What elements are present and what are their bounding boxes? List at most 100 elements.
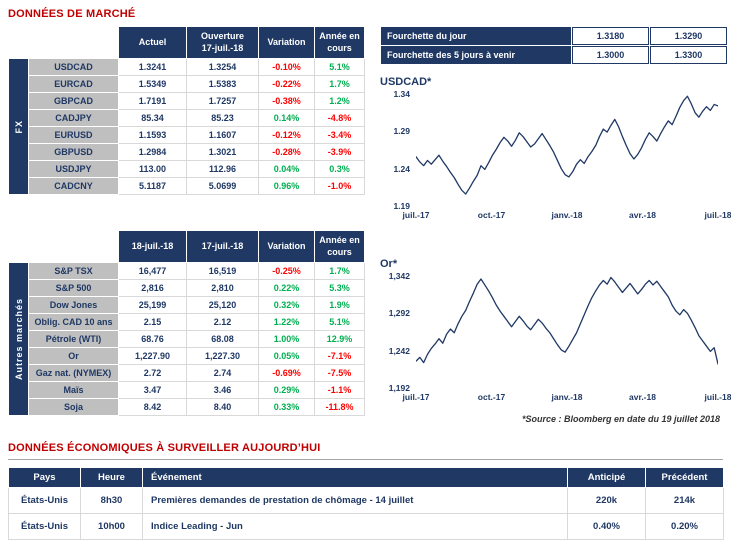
value-ytd: 1.7%: [314, 262, 365, 280]
econ-expected: 0.40%: [567, 513, 646, 540]
gold-chart: Or* 1,342 1,292 1,242 1,192 juil.-17 oct…: [380, 258, 731, 402]
value-open: 16,519: [186, 262, 259, 280]
value-actual: 1.2984: [118, 143, 187, 161]
x-tick: janv.-18: [551, 210, 583, 220]
value-variation: -0.38%: [258, 92, 315, 110]
row-label: S&P 500: [28, 279, 119, 297]
y-axis-labels: 1,342 1,292 1,242 1,192: [380, 272, 416, 392]
table-row: EURUSD 1.1593 1.1607 -0.12% -3.4%: [9, 126, 365, 144]
chart-title: Or*: [380, 258, 398, 270]
table-row: S&P 500 2,816 2,810 0.22% 5.3%: [9, 279, 365, 297]
x-axis-labels: juil.-17 oct.-17 janv.-18 avr.-18 juil.-…: [403, 210, 731, 224]
y-tick: 1,242: [388, 345, 410, 356]
value-ytd: -1.1%: [314, 381, 365, 399]
table-row: EURCAD 1.5349 1.5383 -0.22% 1.7%: [9, 75, 365, 93]
value-variation: -0.69%: [258, 364, 315, 382]
row-label: CADCNY: [28, 177, 119, 195]
value-open: 1.3021: [186, 143, 259, 161]
value-open: 5.0699: [186, 177, 259, 195]
fx-table: Actuel Ouverture 17-juil.-18 Variation An…: [8, 26, 365, 195]
value-actual: 16,477: [118, 262, 187, 280]
value-variation: 1.00%: [258, 330, 315, 348]
table-row: CADCNY 5.1187 5.0699 0.96% -1.0%: [9, 177, 365, 195]
value-ytd: 1.7%: [314, 75, 365, 93]
markets-header-ytd: Année en cours: [314, 230, 365, 263]
value-variation: -0.10%: [258, 58, 315, 76]
markets-header-blank: [9, 231, 119, 263]
value-variation: 0.33%: [258, 398, 315, 416]
value-variation: 0.04%: [258, 160, 315, 178]
range-high: 1.3300: [650, 46, 727, 64]
x-tick: janv.-18: [551, 392, 583, 402]
plot-area: juil.-17 oct.-17 janv.-18 avr.-18 juil.-…: [403, 94, 731, 220]
table-row: États-Unis 8h30 Premières demandes de pr…: [8, 487, 724, 514]
x-tick: oct.-17: [477, 392, 506, 402]
value-open: 2.74: [186, 364, 259, 382]
line-chart: [416, 95, 718, 195]
value-open: 25,120: [186, 296, 259, 314]
value-actual: 5.1187: [118, 177, 187, 195]
value-variation: 0.29%: [258, 381, 315, 399]
value-actual: 2.72: [118, 364, 187, 382]
value-variation: -0.28%: [258, 143, 315, 161]
value-variation: 0.14%: [258, 109, 315, 127]
value-actual: 1.3241: [118, 58, 187, 76]
range-row: Fourchette du jour 1.3180 1.3290: [381, 27, 727, 45]
row-label: EURUSD: [28, 126, 119, 144]
row-label: GBPUSD: [28, 143, 119, 161]
y-axis-labels: 1.34 1.29 1.24 1.19: [380, 90, 416, 210]
markets-header-ytd-line1: Année en: [319, 235, 360, 246]
value-ytd: -4.8%: [314, 109, 365, 127]
value-variation: 0.05%: [258, 347, 315, 365]
value-actual: 85.34: [118, 109, 187, 127]
value-variation: -0.22%: [258, 75, 315, 93]
econ-country: États-Unis: [8, 487, 81, 514]
market-data-heading: DONNÉES DE MARCHÉ: [8, 8, 136, 20]
value-ytd: 5.1%: [314, 313, 365, 331]
markets-header-row: 18-juil.-18 17-juil.-18 Variation Année …: [9, 230, 365, 263]
value-ytd: -11.8%: [314, 398, 365, 416]
table-row: Oblig. CAD 10 ans 2.15 2.12 1.22% 5.1%: [9, 313, 365, 331]
fx-header-blank: [9, 27, 119, 59]
econ-heading: DONNÉES ÉCONOMIQUES À SURVEILLER AUJOURD…: [8, 442, 723, 460]
range-low: 1.3180: [572, 27, 649, 45]
markets-header-prev: 17-juil.-18: [186, 230, 259, 263]
value-open: 2,810: [186, 279, 259, 297]
markets-header-today: 18-juil.-18: [118, 230, 187, 263]
row-label: Soja: [28, 398, 119, 416]
range-row: Fourchette des 5 jours à venir 1.3000 1.…: [381, 46, 727, 64]
econ-header-time: Heure: [80, 467, 143, 488]
table-row: CADJPY 85.34 85.23 0.14% -4.8%: [9, 109, 365, 127]
markets-header-variation: Variation: [258, 230, 315, 263]
fx-header-actual: Actuel: [118, 26, 187, 59]
value-open: 1.1607: [186, 126, 259, 144]
fx-group-label-text: FX: [13, 119, 24, 134]
y-tick: 1.34: [393, 88, 410, 99]
value-variation: 0.22%: [258, 279, 315, 297]
value-actual: 2.15: [118, 313, 187, 331]
range-label: Fourchette des 5 jours à venir: [381, 46, 571, 64]
value-ytd: -7.5%: [314, 364, 365, 382]
value-variation: -0.25%: [258, 262, 315, 280]
x-tick: oct.-17: [477, 210, 506, 220]
fx-header-variation: Variation: [258, 26, 315, 59]
value-ytd: 5.1%: [314, 58, 365, 76]
value-open: 1,227.30: [186, 347, 259, 365]
y-tick: 1,292: [388, 308, 410, 319]
x-tick: juil.-18: [704, 392, 731, 402]
fx-header-ytd-line1: Année en: [319, 31, 360, 42]
fx-header-ytd-line2: cours: [327, 42, 352, 53]
x-tick: avr.-18: [629, 210, 656, 220]
value-ytd: -1.0%: [314, 177, 365, 195]
value-ytd: 0.3%: [314, 160, 365, 178]
fx-header-ytd: Année en cours: [314, 26, 365, 59]
value-ytd: 1.9%: [314, 296, 365, 314]
value-variation: 0.32%: [258, 296, 315, 314]
table-row: GBPUSD 1.2984 1.3021 -0.28% -3.9%: [9, 143, 365, 161]
value-open: 3.46: [186, 381, 259, 399]
table-row: GBPCAD 1.7191 1.7257 -0.38% 1.2%: [9, 92, 365, 110]
y-tick: 1.24: [393, 163, 410, 174]
y-tick: 1,192: [388, 382, 410, 393]
range-table: Fourchette du jour 1.3180 1.3290 Fourche…: [380, 26, 728, 65]
